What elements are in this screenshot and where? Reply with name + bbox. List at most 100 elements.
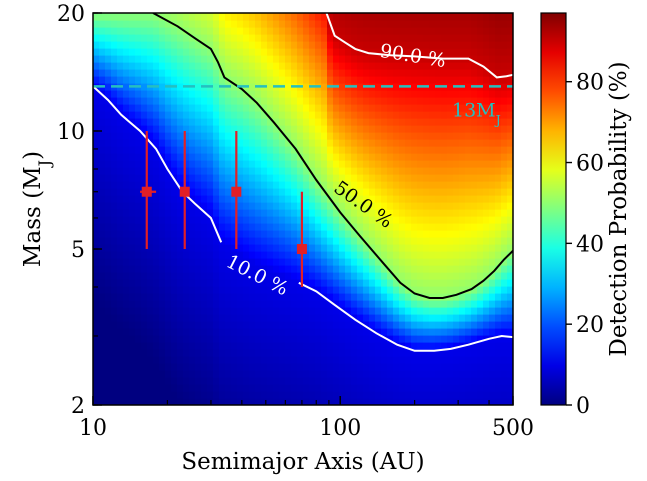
heatmap-cell [327,41,334,49]
heatmap-cell [195,55,202,63]
heatmap-cell [243,265,250,273]
heatmap-cell [135,272,142,280]
heatmap-cell [423,300,430,308]
heatmap-cell [501,139,508,147]
heatmap-cell [291,34,298,42]
heatmap-cell [297,272,304,280]
heatmap-cell [501,90,508,98]
heatmap-cell [351,118,358,126]
heatmap-cell [453,230,460,238]
heatmap-cell [357,69,364,77]
heatmap-cell [129,398,136,405]
heatmap-cell [339,377,346,385]
heatmap-cell [159,300,166,308]
heatmap-cell [225,230,232,238]
heatmap-cell [345,384,352,392]
heatmap-cell [207,370,214,378]
heatmap-cell [465,272,472,280]
heatmap-cell [501,237,508,245]
heatmap-cell [111,69,118,77]
heatmap-cell [363,139,370,147]
heatmap-cell [441,13,448,21]
heatmap-cell [177,314,184,322]
heatmap-cell [399,363,406,371]
heatmap-cell [249,314,256,322]
heatmap-cell [147,41,154,49]
heatmap-cell [495,104,502,112]
heatmap-cell [417,174,424,182]
heatmap-cell [141,230,148,238]
heatmap-cell [357,118,364,126]
heatmap-cell [357,251,364,259]
heatmap-cell [243,272,250,280]
heatmap-cell [363,160,370,168]
heatmap-cell [93,335,100,343]
heatmap-cell [93,195,100,203]
heatmap-cell [183,167,190,175]
heatmap-cell [447,300,454,308]
heatmap-cell [489,111,496,119]
heatmap-cell [219,202,226,210]
heatmap-cell [189,76,196,84]
heatmap-cell [357,202,364,210]
heatmap-cell [285,195,292,203]
heatmap-cell [99,13,106,21]
heatmap-cell [159,188,166,196]
heatmap-cell [483,111,490,119]
heatmap-cell [159,314,166,322]
heatmap-cell [465,258,472,266]
heatmap-cell [273,97,280,105]
heatmap-cell [147,251,154,259]
heatmap-cell [231,125,238,133]
heatmap-cell [261,300,268,308]
heatmap-cell [417,167,424,175]
heatmap-cell [117,244,124,252]
heatmap-cell [177,349,184,357]
heatmap-cell [489,167,496,175]
heatmap-cell [183,125,190,133]
heatmap-cell [249,13,256,21]
heatmap-cell [171,167,178,175]
heatmap-cell [303,251,310,259]
heatmap-cell [369,370,376,378]
heatmap-cell [267,125,274,133]
heatmap-cell [123,27,130,35]
heatmap-cell [453,20,460,28]
heatmap-cell [429,20,436,28]
heatmap-cell [183,104,190,112]
heatmap-cell [465,76,472,84]
heatmap-cell [171,391,178,399]
heatmap-cell [93,111,100,119]
heatmap-cell [183,13,190,21]
heatmap-cell [471,167,478,175]
heatmap-cell [189,146,196,154]
heatmap-cell [279,27,286,35]
heatmap-cell [435,272,442,280]
heatmap-cell [423,279,430,287]
heatmap-cell [171,244,178,252]
heatmap-cell [231,160,238,168]
heatmap-cell [321,300,328,308]
heatmap-cell [357,83,364,91]
heatmap-cell [177,279,184,287]
heatmap-cell [315,279,322,287]
heatmap-cell [249,349,256,357]
heatmap-cell [333,349,340,357]
heatmap-cell [243,356,250,364]
heatmap-cell [153,97,160,105]
heatmap-cell [471,384,478,392]
heatmap-cell [207,307,214,315]
heatmap-cell [159,195,166,203]
heatmap-cell [489,62,496,70]
heatmap-cell [495,132,502,140]
heatmap-cell [333,195,340,203]
heatmap-cell [495,349,502,357]
heatmap-cell [285,384,292,392]
heatmap-cell [141,398,148,405]
heatmap-cell [207,314,214,322]
heatmap-cell [189,265,196,273]
heatmap-cell [399,146,406,154]
heatmap-cell [495,328,502,336]
heatmap-cell [219,48,226,56]
heatmap-cell [399,97,406,105]
